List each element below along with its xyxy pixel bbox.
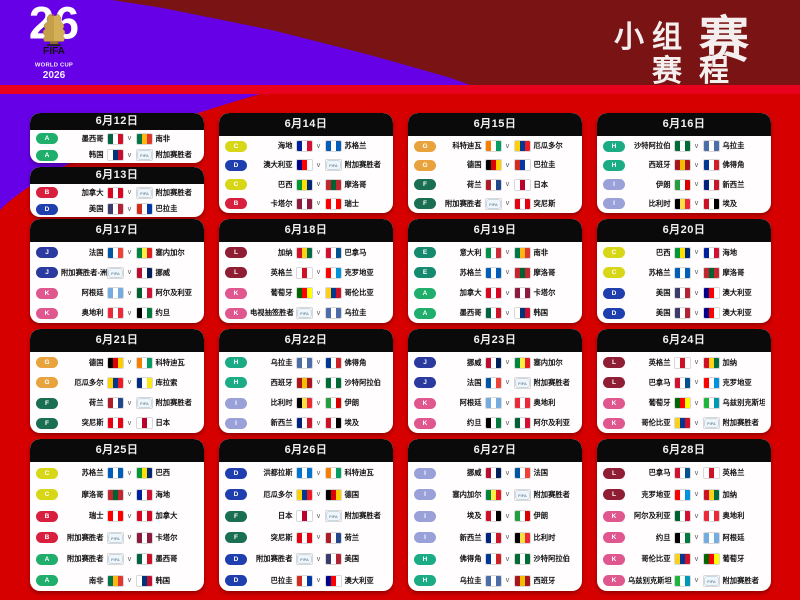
svg-text:FIFA: FIFA <box>518 493 527 498</box>
svg-text:FIFA: FIFA <box>111 536 120 541</box>
svg-text:FIFA: FIFA <box>111 271 120 276</box>
svg-text:FIFA: FIFA <box>329 163 338 168</box>
svg-text:FIFA: FIFA <box>518 381 527 386</box>
svg-text:FIFA: FIFA <box>140 401 149 406</box>
svg-text:FIFA: FIFA <box>140 191 149 196</box>
svg-text:FIFA: FIFA <box>489 202 498 207</box>
svg-text:FIFA: FIFA <box>300 311 309 316</box>
svg-text:FIFA: FIFA <box>707 579 716 584</box>
svg-text:FIFA: FIFA <box>111 557 120 562</box>
svg-text:FIFA: FIFA <box>707 421 716 426</box>
svg-text:FIFA: FIFA <box>300 557 309 562</box>
svg-text:FIFA: FIFA <box>329 514 338 519</box>
svg-text:FIFA: FIFA <box>140 153 149 158</box>
